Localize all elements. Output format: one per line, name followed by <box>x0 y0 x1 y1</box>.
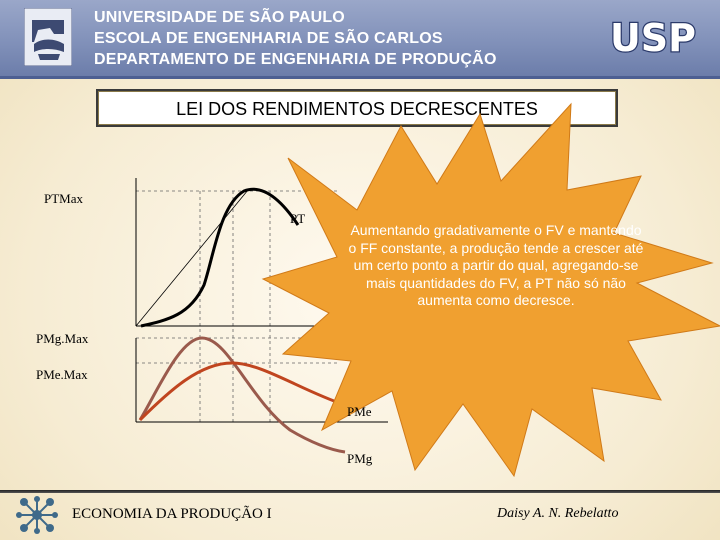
pt-curve <box>140 187 300 328</box>
header-department: DEPARTAMENTO DE ENGENHARIA DE PRODUÇÃO <box>94 51 497 68</box>
label-ptmax: PTMax <box>44 191 83 206</box>
pme-curve <box>138 361 346 422</box>
callout-text: Aumentando gradativamente o FV e mantend… <box>348 222 644 308</box>
usp-logo-text: USP <box>610 16 696 60</box>
footer-divider <box>0 490 720 493</box>
pmg-curve <box>138 336 346 454</box>
footer-course: ECONOMIA DA PRODUÇÃO I <box>72 506 272 522</box>
tangent-ray <box>135 189 249 327</box>
header-bar <box>0 0 720 76</box>
slide-title-box: LEI DOS RENDIMENTOS DECRESCENTES <box>96 89 618 127</box>
engineering-school-logo-icon <box>24 8 72 66</box>
label-pmgmax: PMg.Max <box>36 331 89 346</box>
slide-title: LEI DOS RENDIMENTOS DECRESCENTES <box>176 99 538 119</box>
label-pme: PMe <box>347 404 372 419</box>
header-school: ESCOLA DE ENGENHARIA DE SÃO CARLOS <box>94 30 443 47</box>
label-pt: PT <box>290 211 306 226</box>
label-pmemax: PMe.Max <box>36 367 88 382</box>
label-pmg: PMg <box>347 451 373 466</box>
usp-logo-icon: USP <box>609 16 698 60</box>
footer-author: Daisy A. N. Rebelatto <box>497 506 619 521</box>
callout-burst <box>261 102 720 478</box>
header-university: UNIVERSIDADE DE SÃO PAULO <box>94 9 345 26</box>
university-network-logo-icon <box>16 496 58 534</box>
header-divider <box>0 76 720 79</box>
